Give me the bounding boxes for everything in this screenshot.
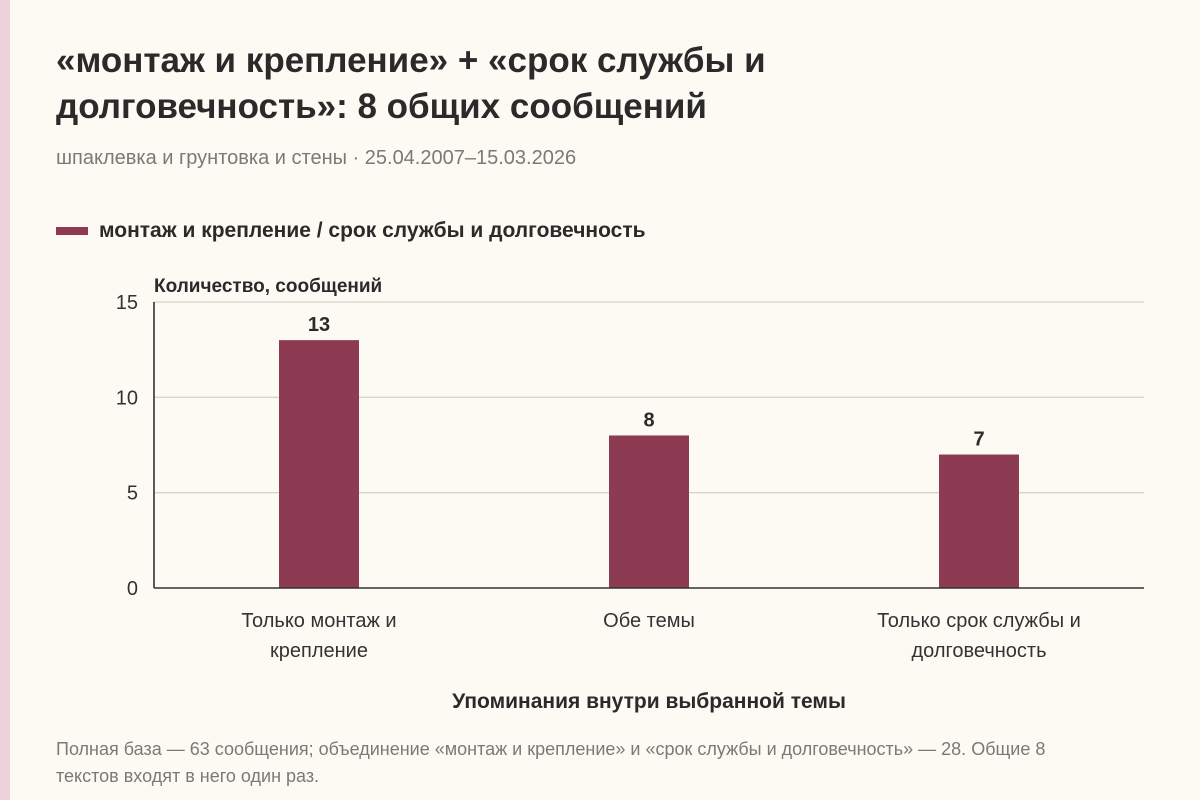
- legend: монтаж и крепление / срок службы и долго…: [56, 219, 646, 243]
- x-axis-title: Упоминания внутри выбранной темы: [452, 690, 846, 713]
- y-axis-title: Количество, сообщений: [154, 276, 382, 297]
- y-tick-label: 15: [116, 292, 138, 314]
- bar: [279, 340, 359, 588]
- legend-label: монтаж и крепление / срок службы и долго…: [99, 219, 646, 242]
- chart-subtitle: шпаклевка и грунтовка и стены · 25.04.20…: [56, 147, 577, 169]
- value-label: 13: [308, 314, 330, 336]
- accent-strip: [0, 0, 10, 800]
- y-tick-label: 10: [116, 387, 138, 409]
- value-label: 7: [973, 429, 984, 451]
- bars: [279, 340, 1019, 588]
- chart-title: «монтаж и крепление» + «срок службы и до…: [56, 41, 766, 126]
- footnote: Полная база — 63 сообщения; объединение …: [56, 739, 1046, 786]
- value-label: 8: [643, 409, 654, 431]
- y-tick-labels: 0 5 10 15: [116, 292, 138, 600]
- category-label: Только срок службы и долговечность: [877, 610, 1081, 662]
- value-labels: 13 8 7: [308, 314, 985, 450]
- bar: [609, 435, 689, 588]
- y-tick-label: 5: [127, 483, 138, 505]
- category-label: Только монтаж и крепление: [241, 610, 396, 662]
- legend-swatch: [56, 227, 88, 235]
- category-labels: Только монтаж и крепление Обе темы Только с…: [241, 610, 1080, 662]
- bar: [939, 454, 1019, 588]
- y-tick-label: 0: [127, 578, 138, 600]
- category-label: Обе темы: [603, 610, 695, 632]
